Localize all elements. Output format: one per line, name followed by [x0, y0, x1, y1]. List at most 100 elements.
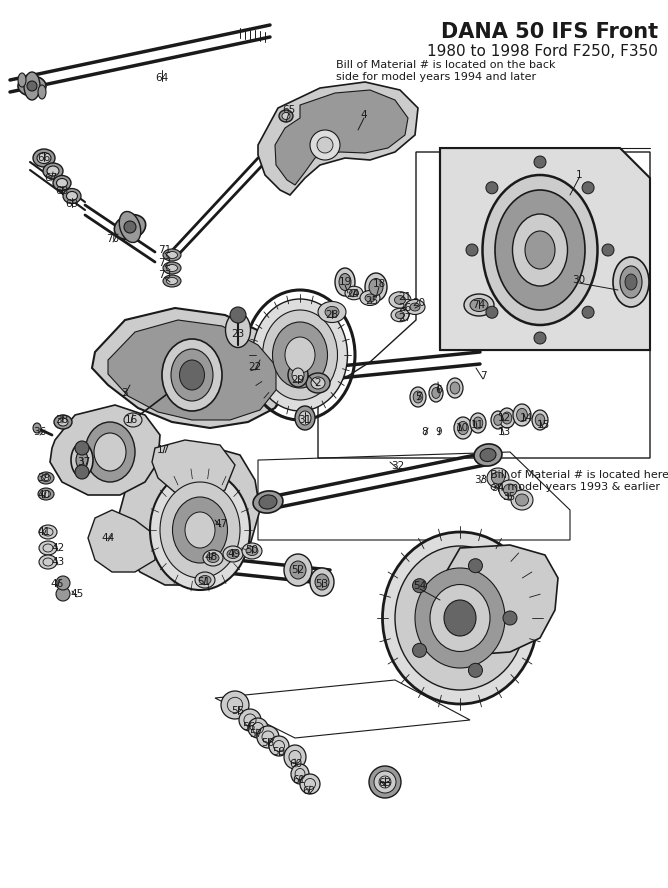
Ellipse shape — [405, 299, 425, 314]
Ellipse shape — [339, 274, 351, 290]
Text: 4: 4 — [361, 110, 367, 120]
Circle shape — [413, 579, 427, 592]
Text: 1: 1 — [576, 170, 582, 180]
Ellipse shape — [43, 163, 63, 179]
Ellipse shape — [227, 550, 239, 559]
Ellipse shape — [124, 221, 136, 233]
Ellipse shape — [491, 411, 505, 429]
Ellipse shape — [430, 584, 490, 652]
Circle shape — [317, 137, 333, 153]
Circle shape — [602, 244, 614, 256]
Ellipse shape — [120, 211, 141, 242]
Text: 28: 28 — [325, 310, 339, 320]
Text: 55: 55 — [231, 706, 244, 716]
Text: 40: 40 — [37, 490, 51, 500]
Ellipse shape — [369, 766, 401, 798]
Circle shape — [468, 663, 482, 678]
Text: 24: 24 — [347, 289, 359, 299]
Ellipse shape — [150, 470, 250, 590]
Text: 49: 49 — [227, 549, 240, 559]
Text: 11: 11 — [470, 420, 484, 430]
Ellipse shape — [620, 266, 642, 298]
Text: 69: 69 — [65, 199, 79, 209]
Text: 6: 6 — [436, 385, 442, 395]
Ellipse shape — [38, 488, 54, 500]
Text: 51: 51 — [197, 577, 210, 587]
Text: 33: 33 — [474, 475, 488, 485]
Ellipse shape — [495, 190, 585, 310]
Text: 7: 7 — [480, 371, 486, 381]
Ellipse shape — [470, 298, 488, 312]
Text: 12: 12 — [498, 413, 510, 423]
Ellipse shape — [114, 215, 146, 240]
Text: 53: 53 — [315, 579, 329, 589]
Ellipse shape — [171, 349, 213, 401]
Ellipse shape — [166, 265, 178, 272]
Polygon shape — [152, 440, 235, 500]
Ellipse shape — [447, 378, 463, 398]
Text: 54: 54 — [413, 581, 427, 591]
Text: 23: 23 — [231, 329, 244, 339]
Polygon shape — [88, 510, 155, 572]
Ellipse shape — [494, 415, 502, 425]
Ellipse shape — [248, 718, 268, 738]
Ellipse shape — [284, 554, 312, 586]
Text: 17: 17 — [156, 445, 170, 455]
Circle shape — [75, 441, 89, 455]
Circle shape — [582, 182, 594, 194]
Ellipse shape — [410, 303, 420, 311]
Text: 47: 47 — [214, 519, 228, 529]
Text: 64: 64 — [156, 73, 168, 83]
Circle shape — [468, 559, 482, 573]
Text: 42: 42 — [51, 543, 65, 553]
Circle shape — [486, 306, 498, 318]
Text: 30: 30 — [572, 275, 586, 285]
Text: 2: 2 — [315, 378, 321, 388]
Text: 46: 46 — [50, 579, 63, 589]
Text: 32: 32 — [391, 461, 405, 471]
Ellipse shape — [318, 302, 346, 322]
Text: 48: 48 — [204, 552, 218, 562]
Ellipse shape — [395, 312, 405, 319]
Ellipse shape — [27, 81, 37, 91]
Ellipse shape — [480, 448, 496, 462]
Ellipse shape — [295, 406, 315, 430]
Ellipse shape — [300, 774, 320, 794]
Ellipse shape — [246, 546, 258, 556]
Ellipse shape — [185, 512, 215, 548]
Ellipse shape — [166, 278, 178, 284]
Ellipse shape — [39, 525, 57, 539]
Ellipse shape — [389, 292, 411, 308]
Ellipse shape — [226, 313, 250, 347]
Text: 57: 57 — [249, 729, 263, 739]
Ellipse shape — [487, 468, 509, 488]
Circle shape — [534, 156, 546, 168]
Ellipse shape — [516, 408, 528, 422]
Ellipse shape — [85, 422, 135, 482]
Ellipse shape — [345, 286, 363, 300]
Text: 35: 35 — [502, 492, 516, 502]
Ellipse shape — [38, 85, 46, 99]
Text: 71: 71 — [158, 245, 172, 255]
Ellipse shape — [18, 76, 46, 96]
Text: 15: 15 — [536, 420, 550, 430]
Circle shape — [56, 576, 70, 590]
Ellipse shape — [63, 188, 81, 203]
Ellipse shape — [482, 175, 597, 325]
Ellipse shape — [310, 568, 334, 596]
Ellipse shape — [470, 413, 486, 433]
Ellipse shape — [203, 550, 223, 566]
Text: Bill of Material # is located here
on model years 1993 & earlier: Bill of Material # is located here on mo… — [490, 470, 668, 492]
Ellipse shape — [325, 306, 339, 318]
Ellipse shape — [41, 490, 51, 497]
Ellipse shape — [53, 176, 71, 191]
Ellipse shape — [360, 290, 380, 305]
Polygon shape — [92, 308, 292, 428]
Ellipse shape — [162, 339, 222, 411]
Text: 34: 34 — [492, 483, 504, 493]
Text: 45: 45 — [70, 589, 84, 599]
Ellipse shape — [58, 418, 68, 426]
Ellipse shape — [625, 274, 637, 290]
Ellipse shape — [532, 410, 548, 430]
Text: 52: 52 — [291, 565, 305, 575]
